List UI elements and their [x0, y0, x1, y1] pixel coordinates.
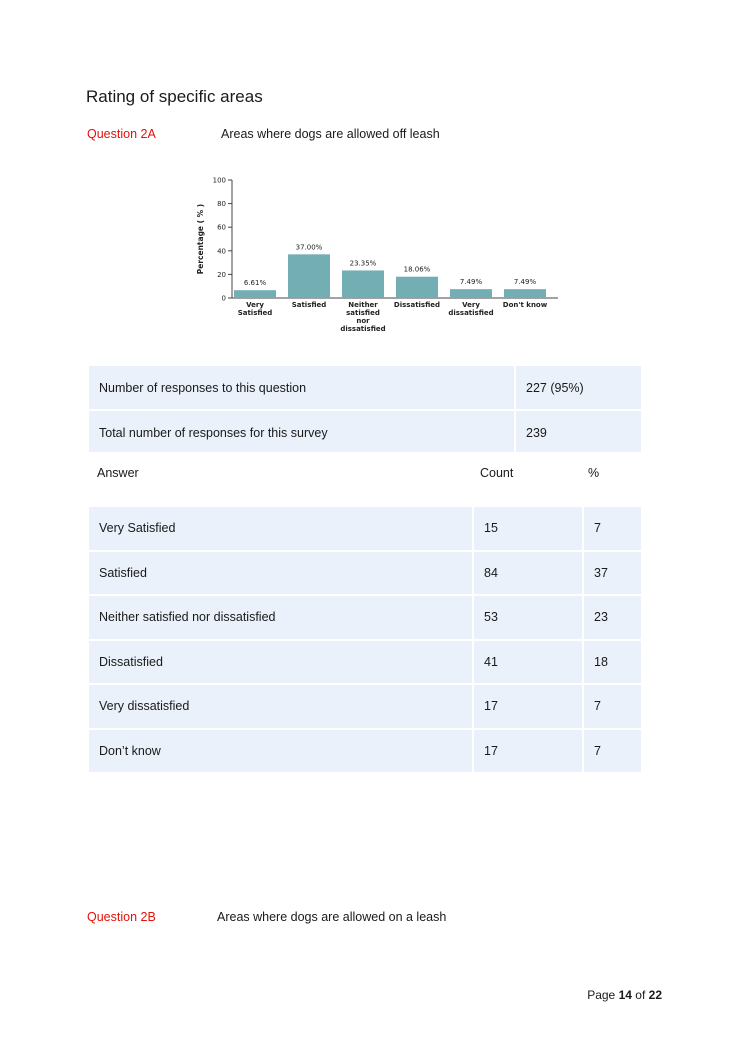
- page-current: 14: [618, 988, 632, 1002]
- table-row: Don’t know 17 7: [87, 727, 643, 774]
- header-count: Count: [470, 452, 578, 494]
- bar: [396, 276, 438, 298]
- header-percent: %: [578, 452, 643, 494]
- summary-table: Number of responses to this question 227…: [87, 364, 643, 456]
- answer-cell: Dissatisfied: [87, 638, 474, 685]
- percent-cell: 7: [582, 505, 643, 552]
- table-row: Very Satisfied 15 7: [87, 505, 643, 552]
- category-label: Very dissatisfied: [448, 301, 493, 317]
- summary-value: 239: [514, 409, 643, 456]
- page-footer: Page 14 of 22: [587, 988, 662, 1002]
- answers-table: Very Satisfied 15 7 Satisfied 84 37 Neit…: [87, 505, 643, 774]
- page-of: of: [635, 988, 646, 1002]
- y-tick-label: 100: [213, 177, 226, 185]
- answers-header-row: Answer Count %: [87, 452, 643, 494]
- data-label: 23.35%: [350, 259, 377, 267]
- answer-cell: Don’t know: [87, 727, 474, 774]
- count-cell: 53: [472, 594, 584, 641]
- header-answer: Answer: [87, 452, 470, 494]
- chart-axes: 0 20 40 60 80 100 Percentage ( % ): [196, 177, 558, 303]
- category-label: Don't know: [503, 301, 548, 309]
- question-2a-text: Areas where dogs are allowed off leash: [221, 127, 440, 141]
- count-cell: 17: [472, 683, 584, 730]
- percent-cell: 37: [582, 549, 643, 596]
- y-tick-label: 20: [217, 271, 226, 279]
- summary-label: Total number of responses for this surve…: [87, 409, 516, 456]
- answer-cell: Very Satisfied: [87, 505, 474, 552]
- table-row: Satisfied 84 37: [87, 549, 643, 596]
- chart-bars: [234, 254, 546, 298]
- y-tick-label: 40: [217, 247, 226, 255]
- percent-cell: 23: [582, 594, 643, 641]
- category-label: Neither satisfied nor dissatisfied: [340, 301, 385, 333]
- bar: [234, 290, 276, 298]
- category-label: Very Satisfied: [238, 301, 273, 317]
- question-2a-label: Question 2A: [87, 127, 156, 141]
- table-row: Very dissatisfied 17 7: [87, 683, 643, 730]
- table-row: Dissatisfied 41 18: [87, 638, 643, 685]
- question-2b-text: Areas where dogs are allowed on a leash: [217, 910, 447, 924]
- bar: [504, 289, 546, 298]
- y-tick-label: 80: [217, 200, 226, 208]
- y-axis-label: Percentage ( % ): [196, 204, 205, 274]
- bar-chart: 0 20 40 60 80 100 Percentage ( % ) 6.61% Very Sa…: [196, 177, 558, 333]
- summary-row: Total number of responses for this surve…: [87, 409, 643, 456]
- bar: [342, 270, 384, 298]
- answer-cell: Neither satisfied nor dissatisfied: [87, 594, 474, 641]
- answers-header: Answer Count %: [87, 452, 643, 494]
- data-label: 7.49%: [460, 278, 483, 286]
- question-2b-label: Question 2B: [87, 910, 156, 924]
- percent-cell: 7: [582, 727, 643, 774]
- y-tick-label: 60: [217, 224, 226, 232]
- y-tick-label: 0: [222, 295, 226, 303]
- category-label: Satisfied: [292, 301, 327, 309]
- category-label: Dissatisfied: [394, 301, 440, 309]
- count-cell: 15: [472, 505, 584, 552]
- page-prefix: Page: [587, 988, 616, 1002]
- data-label: 6.61%: [244, 279, 267, 287]
- answer-cell: Satisfied: [87, 549, 474, 596]
- data-label: 18.06%: [404, 266, 431, 274]
- page-total: 22: [648, 988, 662, 1002]
- table-row: Neither satisfied nor dissatisfied 53 23: [87, 594, 643, 641]
- chart-labels: 6.61% Very Satisfied 37.00% Satisfied 23.35% N…: [238, 243, 548, 333]
- count-cell: 84: [472, 549, 584, 596]
- percent-cell: 7: [582, 683, 643, 730]
- summary-value: 227 (95%): [514, 364, 643, 411]
- summary-row: Number of responses to this question 227…: [87, 364, 643, 411]
- data-label: 37.00%: [296, 243, 323, 251]
- percent-cell: 18: [582, 638, 643, 685]
- answer-cell: Very dissatisfied: [87, 683, 474, 730]
- page-title: Rating of specific areas: [86, 87, 263, 106]
- bar: [450, 289, 492, 298]
- count-cell: 41: [472, 638, 584, 685]
- summary-label: Number of responses to this question: [87, 364, 516, 411]
- count-cell: 17: [472, 727, 584, 774]
- bar: [288, 254, 330, 298]
- data-label: 7.49%: [514, 278, 537, 286]
